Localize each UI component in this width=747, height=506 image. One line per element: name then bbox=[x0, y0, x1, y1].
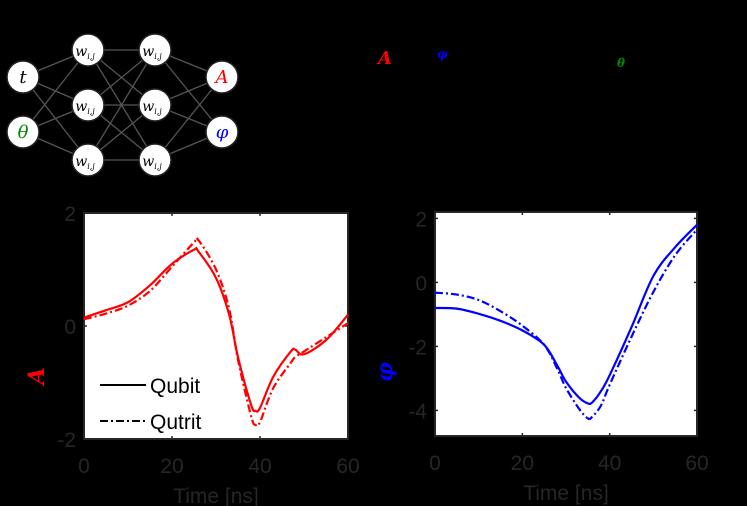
x-tick-label: 60 bbox=[685, 452, 708, 475]
plot-area-phase bbox=[434, 211, 698, 437]
y-tick-label: -2 bbox=[57, 429, 76, 452]
caption-symbols: A φ θ bbox=[376, 47, 625, 70]
input-node-1-label: θ bbox=[18, 122, 29, 143]
legend-label-qubit: Qubit bbox=[150, 375, 200, 398]
y-tick-label: -2 bbox=[408, 336, 427, 359]
y-tick-label: 2 bbox=[64, 203, 76, 226]
y-tick-label: 0 bbox=[64, 316, 76, 339]
hidden-node-1-0-circle bbox=[138, 33, 172, 67]
x-axis-label-amplitude: Time [ns] bbox=[173, 485, 259, 506]
output-node-0-label: A bbox=[214, 67, 229, 88]
series-amplitude bbox=[83, 236, 349, 428]
y-tick-label: 0 bbox=[415, 272, 427, 295]
hidden-node-1-2-circle bbox=[138, 143, 172, 177]
hidden-node-0-2-circle bbox=[71, 143, 105, 177]
network-edge bbox=[154, 76, 223, 161]
series-qutrit-phase bbox=[434, 228, 698, 421]
caption-symbol-A: A bbox=[376, 48, 392, 69]
legend: Qubit Qutrit bbox=[100, 375, 202, 434]
series-qutrit-amplitude bbox=[83, 236, 349, 428]
y-tick-label: 2 bbox=[415, 208, 427, 231]
input-node-0-circle bbox=[6, 60, 40, 94]
y-axis-label-phase: φ bbox=[372, 362, 398, 382]
caption-symbol-phi: φ bbox=[437, 47, 448, 61]
x-tick-label: 40 bbox=[598, 452, 621, 475]
x-tick-label: 20 bbox=[160, 455, 183, 478]
x-axis-label-phase: Time [ns] bbox=[523, 482, 609, 505]
legend-label-qutrit: Qutrit bbox=[150, 411, 202, 434]
output-node-1-circle bbox=[205, 115, 239, 149]
x-tick-label: 0 bbox=[429, 452, 441, 475]
network-edge bbox=[22, 49, 89, 133]
series-phase bbox=[434, 224, 698, 421]
hidden-node-0-0-circle bbox=[71, 33, 105, 67]
output-node-1-label: φ bbox=[216, 122, 229, 143]
y-axis-label-amplitude: A bbox=[24, 367, 50, 386]
series-qubit-amplitude bbox=[83, 246, 349, 413]
output-node-0-circle bbox=[205, 60, 239, 94]
x-tick-label: 20 bbox=[511, 452, 534, 475]
y-tick-label: -4 bbox=[408, 400, 427, 423]
x-tick-label: 0 bbox=[78, 455, 90, 478]
plot-area-amplitude bbox=[83, 212, 349, 440]
network-edge bbox=[87, 49, 156, 161]
caption-symbol-theta: θ bbox=[617, 56, 625, 70]
series-qubit-phase bbox=[434, 224, 698, 406]
x-tick-label: 40 bbox=[248, 455, 271, 478]
hidden-node-0-1-circle bbox=[71, 88, 105, 122]
hidden-node-1-1-circle bbox=[138, 88, 172, 122]
x-tick-label: 60 bbox=[336, 455, 359, 478]
input-node-1-circle bbox=[6, 115, 40, 149]
input-node-0-label: t bbox=[19, 67, 27, 88]
